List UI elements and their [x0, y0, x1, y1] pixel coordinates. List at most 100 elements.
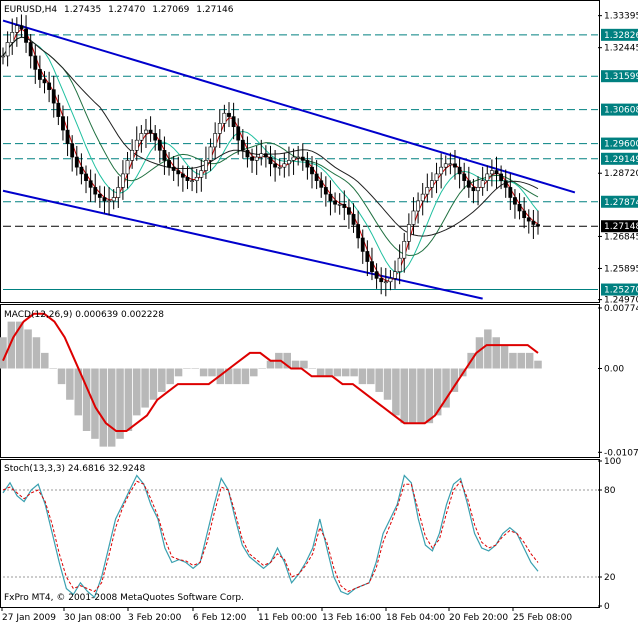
candle-body: [420, 193, 425, 202]
stoch-main-line: [2, 474, 539, 599]
price-panel[interactable]: 1.33395 1.32445 1.28720 1.26845 1.25895 1.249…: [1, 12, 638, 306]
candle-body: [231, 116, 236, 128]
macd-histogram-bar: [442, 368, 450, 408]
candle-body: [33, 55, 38, 70]
price-axis-label: 1.24970: [604, 296, 638, 306]
candle-body: [134, 139, 139, 151]
candle-body: [102, 197, 107, 202]
candle-body: [111, 197, 116, 202]
candle-body: [240, 139, 245, 151]
macd-histogram-bar: [308, 368, 317, 369]
candle-body: [273, 163, 278, 168]
price-axis-label: 1.33395: [604, 12, 638, 22]
stoch-signal-line: [2, 480, 539, 593]
candle-body: [245, 150, 250, 158]
candle-body: [411, 210, 416, 225]
candle-body: [107, 200, 111, 203]
trend-channel-line: [2, 19, 576, 194]
macd-histogram-bar: [450, 368, 459, 392]
candle-body: [485, 173, 490, 181]
candle-body: [406, 224, 411, 242]
macd-axis-label: 0.00: [604, 365, 624, 375]
candle-body: [70, 143, 75, 158]
level-price-label: 1.29149: [604, 155, 638, 165]
candle-body: [356, 224, 361, 239]
price-header: EURUSD,H4 1.27435 1.27470 1.27069 1.2714…: [4, 5, 234, 15]
macd-histogram-bar: [132, 368, 141, 416]
level-price-tag: [601, 220, 638, 233]
level-price-label: 1.27874: [604, 198, 638, 208]
candle-body: [19, 25, 24, 30]
level-price-tag: [601, 283, 638, 296]
candle-body: [480, 180, 485, 188]
candle-body: [360, 237, 365, 252]
macd-axis-label: -0.010727: [604, 448, 638, 458]
macd-histogram-bar: [41, 352, 49, 369]
candle-body: [199, 170, 204, 178]
time-axis-label: 20 Feb 20:00: [449, 613, 508, 623]
time-axis-label: 27 Jan 2009: [2, 613, 56, 623]
macd-histogram-bar: [7, 321, 16, 369]
macd-histogram-bar: [166, 368, 174, 385]
candle-body: [489, 170, 494, 175]
candle-body: [503, 180, 508, 188]
candle-body: [180, 173, 185, 178]
candle-body: [250, 156, 254, 161]
candle-body: [370, 261, 374, 272]
candle-body: [204, 160, 208, 171]
candle-body: [457, 166, 462, 175]
macd-histogram-bar: [333, 368, 342, 377]
macd-header: MACD(12,26,9) 0.000639 0.002228: [4, 310, 164, 320]
candle-body: [508, 187, 513, 198]
candle-body: [439, 166, 444, 175]
macd-histogram-bar: [367, 368, 375, 385]
macd-histogram-bar: [316, 368, 325, 377]
candle-body: [185, 176, 190, 181]
candle-body: [56, 102, 61, 117]
candle-body: [227, 112, 231, 117]
price-axis-label: 1.25895: [604, 264, 638, 274]
stoch-axis-label: 100: [604, 457, 621, 467]
candle-body: [130, 150, 135, 161]
time-axis-label: 30 Jan 08:00: [64, 613, 121, 623]
ohlc-low: 1.27069: [152, 5, 189, 15]
candle-body: [51, 89, 56, 104]
macd-histogram-bar: [32, 337, 41, 369]
candle-body: [393, 271, 397, 279]
candle-body: [522, 210, 527, 219]
level-price-label: 1.29600: [604, 140, 638, 150]
macd-histogram-bar: [199, 368, 208, 377]
candle-body: [323, 187, 328, 195]
candle-body: [388, 278, 393, 283]
macd-histogram-bar: [341, 368, 350, 377]
price-panel-frame: [0, 0, 600, 303]
candle-body: [300, 156, 305, 161]
macd-histogram-bar: [74, 368, 82, 416]
copyright-footer: FxPro MT4, © 2001-2008 MetaQuotes Softwa…: [4, 593, 244, 603]
time-axis-label: 11 Feb 00:00: [258, 613, 317, 623]
candle-body: [305, 160, 310, 168]
candle-body: [74, 156, 79, 168]
candle-body: [217, 123, 222, 134]
macd-panel[interactable]: 0.007748 0.00 -0.010727: [0, 304, 638, 458]
candle-body: [476, 187, 480, 192]
macd-histogram-bar: [116, 368, 124, 439]
macd-histogram-bar: [375, 368, 383, 392]
candle-body: [517, 203, 522, 212]
candle-body: [213, 133, 218, 148]
candle-body: [84, 173, 88, 181]
candle-body: [28, 42, 33, 57]
candle-body: [351, 214, 356, 225]
stoch-panel[interactable]: 100 80 20 0: [2, 457, 621, 612]
level-price-tag: [601, 152, 638, 165]
time-axis-label: 25 Feb 08:00: [513, 613, 572, 623]
macd-histogram-bar: [82, 368, 91, 431]
macd-histogram-bar: [509, 352, 517, 369]
candle-body: [190, 180, 195, 182]
candle-body: [383, 281, 388, 284]
candle-body: [287, 160, 291, 165]
candle-body: [319, 180, 324, 188]
macd-panel-frame: [0, 304, 600, 458]
macd-histogram-bar: [158, 368, 166, 392]
macd-histogram-bar: [208, 368, 216, 377]
